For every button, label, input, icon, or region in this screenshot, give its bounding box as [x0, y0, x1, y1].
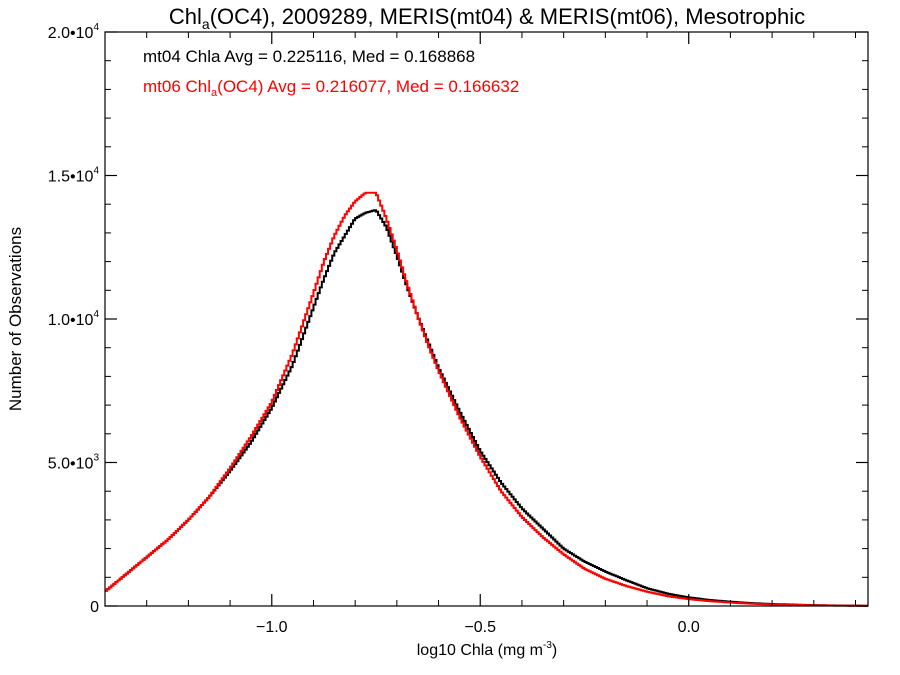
chart-title: Chla(OC4), 2009289, MERIS(mt04) & MERIS(… — [169, 4, 805, 32]
y-axis-label: Number of Observations — [6, 227, 25, 411]
chart-title-subscript: a — [202, 16, 210, 32]
x-axis: −1.0 −0.5 0.0 — [104, 32, 856, 636]
x-axis-label-main: log10 Chla (mg m — [417, 642, 543, 659]
y-tick-label: 1.5•104 — [48, 166, 100, 186]
annotation-mt06: mt06 Chla(OC4) Avg = 0.216077, Med = 0.1… — [143, 77, 519, 99]
x-axis-label: log10 Chla (mg m-3) — [417, 640, 558, 659]
series-line-mt06 — [105, 191, 868, 607]
y-tick-label: 5.0•103 — [48, 453, 100, 473]
x-tick-label: −0.5 — [464, 619, 496, 636]
y-axis: 0 5.0•103 1.0•104 1.5•104 2.0•104 — [48, 22, 868, 616]
annotation-mt04: mt04 Chla Avg = 0.225116, Med = 0.168868 — [143, 47, 475, 66]
x-axis-label-superscript: -3 — [543, 640, 552, 651]
y-tick-label: 0 — [90, 599, 99, 616]
y-tick-label: 2.0•104 — [48, 22, 100, 42]
chart-title-suffix: (OC4), 2009289, MERIS(mt04) & MERIS(mt06… — [210, 4, 805, 29]
annotation-mt06-prefix: mt06 Chl — [143, 77, 211, 96]
x-tick-label: 0.0 — [678, 619, 700, 636]
x-tick-label: −1.0 — [256, 619, 288, 636]
plot-frame — [104, 31, 869, 607]
x-axis-label-close: ) — [552, 642, 557, 659]
y-tick-label: 1.0•104 — [48, 309, 100, 329]
annotation-mt06-suffix: (OC4) Avg = 0.216077, Med = 0.166632 — [217, 77, 519, 96]
annotation-mt06-subscript: a — [211, 87, 218, 99]
chart-title-prefix: Chl — [169, 4, 202, 29]
series-line-mt04 — [105, 209, 868, 607]
plot-area — [105, 191, 868, 607]
